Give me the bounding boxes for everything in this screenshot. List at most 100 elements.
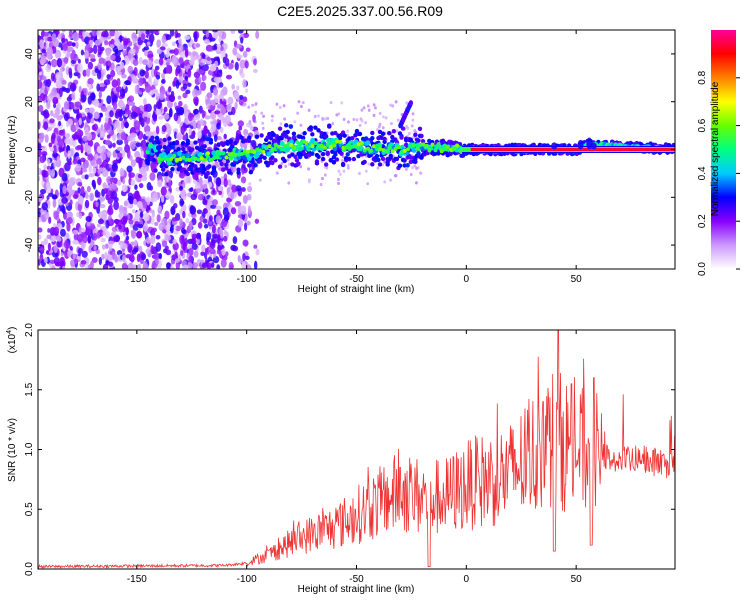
spectrogram-noise-dot [231,184,237,193]
snr-multiplier-exp: 4 [6,330,13,334]
spectrogram-ridge-cell [284,123,289,128]
spectrogram-noise-dot [132,209,136,214]
spectrogram-noise-dot [214,60,219,68]
spectrogram-ridge-cell [396,145,401,150]
spectrogram-ridge-cell [270,160,275,166]
spectrogram-noise-dot [114,120,121,129]
spectrogram-noise-dot [187,260,193,269]
spectrogram-noise-dot [364,121,368,125]
spectrogram-noise-dot [159,92,165,101]
spectrogram-noise-dot [67,150,71,159]
spectrogram-noise-dot [238,98,244,106]
spectrogram-noise-dot [155,234,161,240]
spectrogram-noise-dot [109,177,116,183]
spectrogram-noise-dot [101,169,109,177]
spectrogram-noise-dot [99,196,106,202]
spectrogram-noise-dot [184,35,191,40]
spectrogram-noise-dot [116,180,122,186]
spectrogram-noise-dot [128,95,135,103]
spectrogram-noise-dot [168,86,172,93]
spectrogram-noise-dot [245,47,251,52]
spectrogram-ridge-cell [341,145,346,150]
spectrogram-ridge-cell [323,134,329,139]
spectrogram-noise-dot [118,224,122,230]
spectrogram-noise-dot [72,158,78,165]
spectrogram-ridge-cell [248,170,254,175]
spectrogram-noise-dot [44,211,50,220]
spectrogram-ridge-cell [551,142,558,150]
spectrogram-ridge-cell [452,146,457,151]
spectrogram-noise-dot [129,141,136,150]
spectrogram-ridge-cell [156,156,161,161]
spectrogram-noise-dot [206,56,211,61]
spectrogram-noise-dot [172,242,179,251]
spectrogram-noise-dot [239,59,246,69]
spectrogram-ridge-cell [199,156,204,161]
spectrogram-noise-dot [41,169,47,178]
spectrogram-noise-dot [38,104,44,113]
spectrogram-ridge-cell [310,151,315,156]
spectrogram-noise-dot [97,62,102,70]
spectrogram-noise-dot [87,234,92,244]
spectrogram-noise-dot [169,266,175,269]
spectrogram-noise-dot [84,199,90,209]
spectrogram-noise-dot [143,167,148,172]
spectrogram-noise-dot [130,178,136,186]
spectrogram-ridge-cell [377,162,383,167]
spectrogram-noise-dot [171,41,176,47]
spectrogram-noise-dot [150,245,154,254]
spectrogram-ridge-cell [211,168,217,173]
spectrogram-ridge-cell [458,148,463,153]
spectrogram-noise-dot [147,53,154,58]
spectrogram-noise-dot [197,221,203,229]
spectrogram-noise-dot [200,251,205,257]
spectrogram-ridge-cell [169,156,174,161]
spectrogram-noise-dot [203,223,209,229]
spectrogram-noise-dot [173,131,178,140]
spectrogram-noise-dot [87,154,94,161]
spectrogram-noise-dot [234,101,238,110]
spectrogram-noise-dot [242,96,248,103]
spectrogram-ridge-cell [301,139,306,144]
spectrogram-noise-dot [106,74,111,80]
spectrogram-noise-dot [193,96,199,105]
spectrogram-noise-dot [45,64,52,73]
spectrogram-noise-dot [179,218,183,228]
spectrogram-noise-dot [162,69,167,75]
spectrogram-x-tick-label: 0 [464,274,470,285]
spectrogram-noise-dot [41,48,46,54]
spectrogram-noise-dot [287,181,291,185]
spectrogram-noise-dot [215,177,222,187]
spectrogram-noise-dot [261,121,265,125]
spectrogram-noise-dot [254,218,260,224]
spectrogram-noise-dot [127,243,133,253]
spectrogram-noise-dot [212,187,216,195]
spectrogram-noise-dot [92,134,96,139]
spectrogram-noise-dot [245,88,249,93]
spectrogram-noise-dot [196,209,203,215]
spectrogram-ridge-cell [295,140,300,145]
spectrogram-noise-dot [331,122,335,126]
spectrogram-ridge-cell [316,143,321,148]
spectrogram-noise-dot [72,239,79,245]
spectrogram-noise-dot [378,122,382,126]
spectrogram-noise-dot [119,102,125,107]
spectrogram-noise-dot [43,257,48,264]
spectrogram-noise-dot [53,102,57,109]
spectrogram-noise-dot [119,167,125,177]
spectrogram-noise-dot [53,226,60,237]
spectrogram-noise-dot [135,142,142,147]
spectrogram-noise-dot [104,115,109,124]
spectrogram-noise-dot [341,158,344,163]
spectrogram-ridge-cell [356,142,361,147]
spectrogram-noise-dot [152,116,158,122]
spectrogram-ridge-cell [302,131,307,136]
spectrogram-ridge-cell [270,147,275,152]
spectrogram-noise-dot [230,207,237,215]
spectrogram-noise-dot [166,100,173,109]
spectrogram-noise-dot [40,30,46,38]
spectrogram-ridge-cell [455,143,460,148]
spectrogram-ridge-cell [385,162,390,167]
spectrogram-noise-dot [179,234,185,245]
spectrogram-ridge-cell [387,146,392,151]
